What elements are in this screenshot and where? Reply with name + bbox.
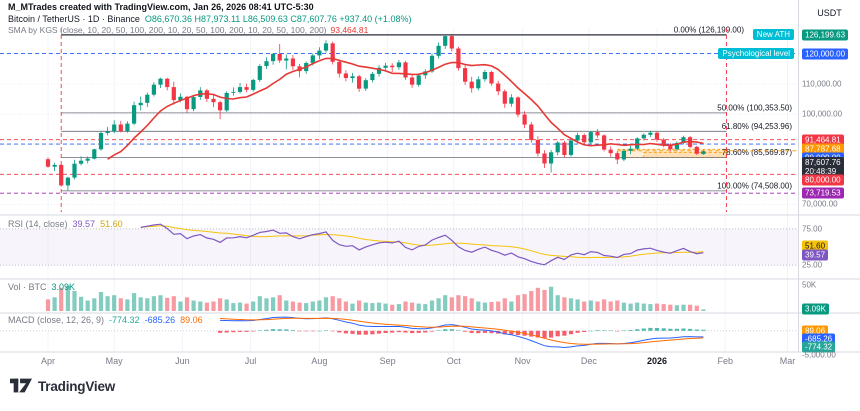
- symbol-legend[interactable]: Bitcoin / TetherUS · 1D · Binance O86,670…: [8, 14, 411, 24]
- attribution-text: M_MTrades created with TradingView.com, …: [8, 2, 314, 12]
- price-gridline-label: 100,000.00: [802, 109, 843, 119]
- rsi-label: RSI (14, close): [8, 219, 68, 229]
- time-label-Aug: Aug: [311, 356, 328, 366]
- rsi-line: [140, 223, 704, 266]
- annotation-tag-0[interactable]: New ATH: [752, 28, 794, 40]
- tradingview-logo[interactable]: TradingView: [10, 377, 115, 395]
- macd-signal-value: 89.06: [180, 315, 203, 325]
- price-label: 51.60: [802, 240, 859, 252]
- price-gridline-label: 25.00: [802, 260, 823, 270]
- macd-line-value: -685.26: [144, 315, 176, 325]
- macd-legend[interactable]: MACD (close, 12, 26, 9) -774.32 -685.26 89.…: [8, 315, 203, 325]
- macd-line: [220, 316, 704, 349]
- time-scale[interactable]: Apr May Jun Jul Aug Sep Oct Nov Dec 2026 Feb Mar: [0, 352, 860, 374]
- price-label: 126,199.63: [802, 29, 859, 41]
- time-label-Jul: Jul: [244, 356, 257, 366]
- price-label: 73,719.53: [802, 187, 859, 199]
- macd-signal-line: [220, 317, 704, 345]
- price-label: 91,464.81: [802, 134, 859, 146]
- price-label: 87,787.68: [802, 143, 859, 155]
- svg-text:0.00% (126,199.00): 0.00% (126,199.00): [674, 25, 745, 34]
- time-label-Mar: Mar: [779, 356, 796, 366]
- time-label-Jun: Jun: [175, 356, 190, 366]
- time-label-2026: 2026: [647, 356, 668, 366]
- rsi-value: 39.57: [72, 219, 96, 229]
- symbol-title: Bitcoin / TetherUS · 1D · Binance: [8, 14, 140, 24]
- annotation-tag-1[interactable]: Psychological level: [718, 47, 794, 59]
- svg-text:50.00% (100,353.50): 50.00% (100,353.50): [717, 103, 792, 112]
- volume-legend[interactable]: Vol · BTC 3.09K: [8, 282, 75, 292]
- rsi-ma-value: 51.60: [100, 219, 123, 229]
- svg-text:61.80% (94,253.96): 61.80% (94,253.96): [722, 122, 793, 131]
- sma-label: SMA by KGS (close, 10, 20, 50, 100, 200,…: [8, 25, 327, 35]
- price-label: -685.26: [802, 333, 859, 345]
- time-label-Nov: Nov: [514, 356, 531, 366]
- price-label: -774.32: [802, 341, 859, 353]
- price-label: 80,000.00: [802, 174, 859, 186]
- macd-label: MACD (close, 12, 26, 9): [8, 315, 105, 325]
- svg-text:78.60% (85,569.87): 78.60% (85,569.87): [722, 148, 793, 157]
- price-label: 87,607.76 20:48:39: [802, 156, 859, 177]
- price-gridline-label: 110,000.00: [802, 79, 842, 89]
- price-label: 89.06: [802, 325, 859, 337]
- volume-label: Vol · BTC: [8, 282, 47, 292]
- price-gridline-label: 75.00: [802, 224, 823, 234]
- price-scale-currency[interactable]: USDT: [817, 8, 842, 18]
- volume-value: 3.09K: [51, 282, 76, 292]
- sma-value: 93,464.81: [330, 25, 369, 35]
- sma-line: [107, 57, 704, 160]
- price-label: 3.09K: [802, 303, 859, 315]
- macd-histogram: [218, 327, 706, 339]
- volume-series: [45, 285, 706, 311]
- tradingview-logo-icon: [10, 378, 32, 393]
- time-label-Apr: Apr: [40, 356, 56, 366]
- time-label-Dec: Dec: [580, 356, 597, 366]
- tradingview-logo-text: TradingView: [38, 378, 116, 394]
- svg-text:100.00% (74,508.00): 100.00% (74,508.00): [717, 181, 792, 190]
- price-gridline-label: 50K: [802, 280, 817, 290]
- ohlc-values: O86,670.36 H87,973.11 L86,509.63 C87,607…: [144, 14, 412, 24]
- macd-hist-value: -774.32: [109, 315, 140, 325]
- price-gridline-label: -5,000.00: [802, 350, 836, 360]
- rsi-legend[interactable]: RSI (14, close) 39.57 51.60: [8, 219, 123, 229]
- time-label-May: May: [105, 356, 123, 366]
- time-label-Feb: Feb: [717, 356, 733, 366]
- price-label: 120,000.00: [802, 48, 859, 60]
- price-scale[interactable]: 126,199.63 120,000.00 110,000.00 100,000.00…: [799, 0, 860, 359]
- price-label: 39.57: [802, 249, 859, 261]
- time-label-Sep: Sep: [379, 356, 396, 366]
- time-label-Oct: Oct: [446, 356, 461, 366]
- sma-legend[interactable]: SMA by KGS (close, 10, 20, 50, 100, 200,…: [8, 25, 368, 35]
- price-gridline-label: 70,000.00: [802, 199, 838, 209]
